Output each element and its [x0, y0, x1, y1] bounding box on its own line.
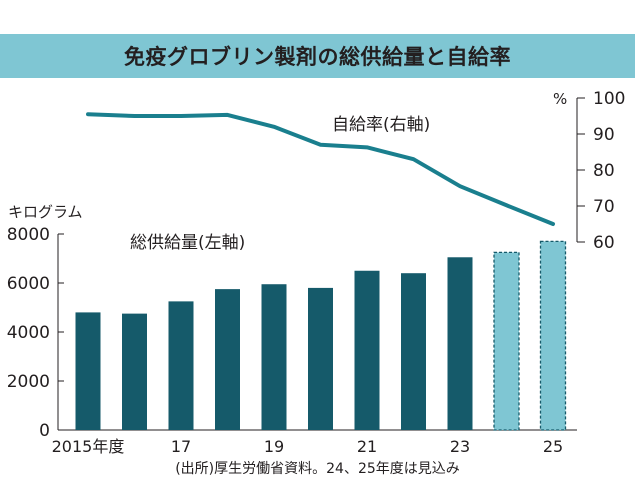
bar — [75, 312, 101, 430]
left-y-tick-label: 0 — [39, 421, 50, 441]
x-tick-label: 19 — [264, 437, 284, 456]
right-y-tick-label: 70 — [593, 197, 615, 217]
x-tick-label: 2015年度 — [52, 437, 125, 456]
x-tick-label: 21 — [357, 437, 377, 456]
left-y-tick-label: 6000 — [7, 274, 50, 294]
left-y-tick-label: 4000 — [7, 323, 50, 343]
source-note: (出所)厚生労働省資料。24、25年度は見込み — [175, 461, 460, 477]
right-y-tick-label: 60 — [593, 233, 615, 253]
series-label-bars: 総供給量(左軸) — [130, 233, 245, 253]
title-band: 免疫グロブリン製剤の総供給量と自給率 — [0, 34, 635, 78]
bar-projected — [539, 240, 567, 431]
bar — [354, 270, 380, 430]
right-y-unit-label: % — [553, 90, 567, 108]
bar — [261, 284, 287, 430]
bar — [168, 301, 194, 430]
bar — [447, 257, 473, 430]
series-line-self-sufficiency — [86, 112, 555, 226]
x-tick-label: 17 — [171, 437, 191, 456]
right-y-tick-label: 80 — [593, 161, 615, 181]
right-y-tick-label: 100 — [593, 89, 625, 109]
chart-title: 免疫グロブリン製剤の総供給量と自給率 — [124, 45, 511, 69]
bar — [308, 287, 333, 430]
left-y-unit-label: キログラム — [8, 203, 83, 221]
left-y-tick-label: 8000 — [7, 225, 50, 245]
right-y-tick-label: 90 — [593, 125, 615, 145]
bar — [401, 273, 426, 430]
x-tick-label: 23 — [450, 437, 470, 456]
series-label-line: 自給率(右軸) — [332, 115, 430, 135]
left-y-tick-label: 2000 — [7, 372, 50, 392]
x-tick-label: 25 — [543, 437, 563, 456]
bar-projected — [493, 251, 520, 431]
bar — [215, 289, 240, 430]
bar — [122, 313, 147, 430]
